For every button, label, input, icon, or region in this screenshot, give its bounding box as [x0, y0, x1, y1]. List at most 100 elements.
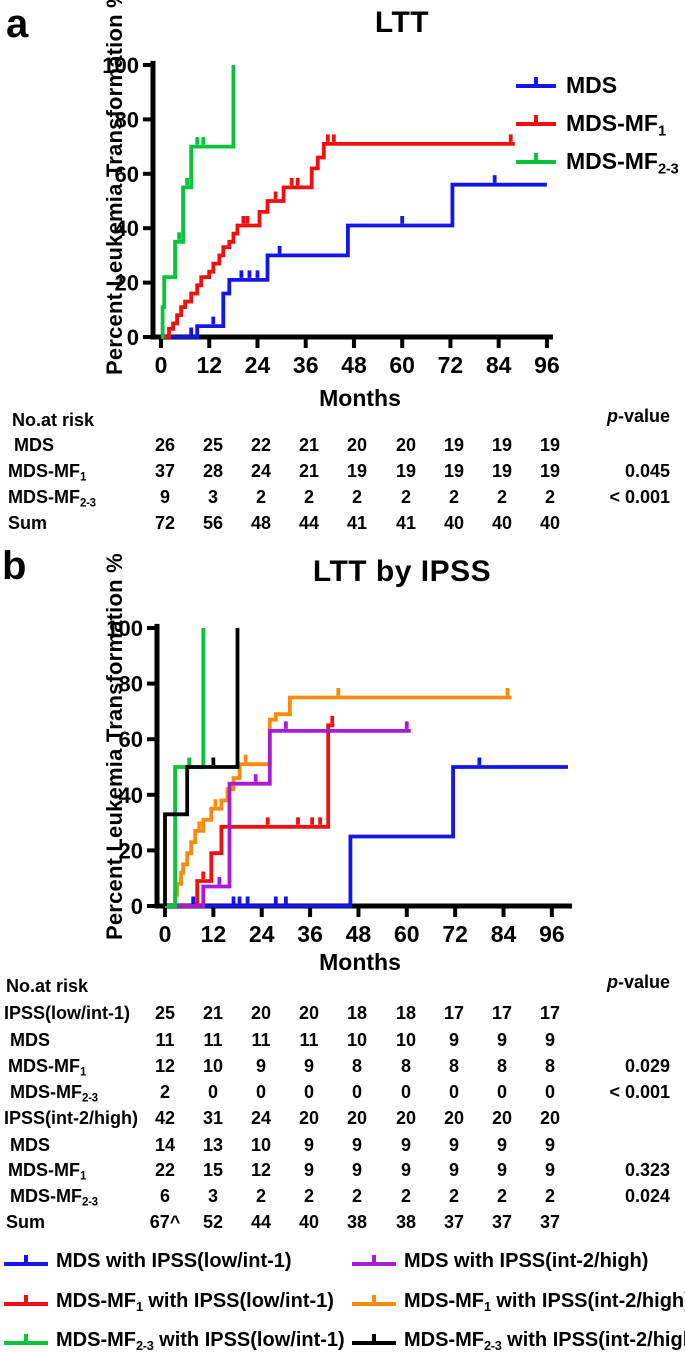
- row-label-post: with IPSS(int-2/high): [448, 1250, 649, 1272]
- risk-row-label: IPSS(low/int-1): [4, 1003, 130, 1024]
- risk-count: 8: [448, 1056, 460, 1076]
- risk-count: 37: [539, 1212, 561, 1232]
- risk-count: 2: [159, 1082, 171, 1102]
- risk-count: 9: [255, 1056, 267, 1076]
- p-italic: p: [606, 406, 618, 426]
- x-tick-label: 48: [341, 352, 367, 378]
- legend-line-blue: [516, 77, 556, 88]
- row-label-text: MDS: [14, 435, 54, 455]
- risk-table-row: MDS-MF2-3 2 0 0 0 0 0 0 0 0 < 0.001: [0, 1082, 685, 1104]
- risk-count: 0: [448, 1082, 460, 1102]
- row-label-text: MDS-MF: [8, 461, 80, 481]
- legend-censor-tick: [372, 1295, 376, 1303]
- risk-count: 9: [400, 1160, 412, 1180]
- risk-count: 21: [298, 461, 320, 481]
- row-label-text: Sum: [6, 1212, 46, 1232]
- series-purple: [165, 729, 411, 908]
- legend-censor-tick: [372, 1255, 376, 1263]
- risk-count: 37: [154, 461, 176, 481]
- risk-count: 38: [395, 1212, 417, 1232]
- p-value: 0.029: [624, 1056, 670, 1076]
- risk-row-label: MDS: [10, 1030, 50, 1051]
- p-value: 0.024: [624, 1186, 670, 1206]
- panel-a-p-value-header: p-value: [607, 406, 670, 427]
- panel-b-p-value-header: p-value: [607, 972, 670, 993]
- row-label-text: MDS: [56, 1250, 101, 1272]
- risk-count: 2: [448, 1186, 460, 1206]
- risk-count: 8: [400, 1056, 412, 1076]
- row-label-subscript: 1: [79, 1170, 87, 1183]
- legend-censor-tick: [534, 77, 538, 85]
- risk-count: 25: [202, 435, 224, 455]
- risk-table-row: MDS 26 25 22 21 20 20 19 19 19: [0, 435, 685, 457]
- row-label-text: MDS: [10, 1135, 50, 1155]
- risk-count: 41: [346, 513, 368, 533]
- p-value: < 0.001: [609, 1082, 670, 1102]
- risk-count: 2: [255, 1186, 267, 1206]
- panel-b-title: LTT by IPSS: [312, 555, 492, 588]
- risk-table-row: MDS-MF2-3 9 3 2 2 2 2 2 2 2 < 0.001: [0, 487, 685, 509]
- panel-b-letter: b: [2, 544, 27, 588]
- row-label-post: with IPSS(int-2/high): [490, 1290, 685, 1312]
- risk-row-label: MDS: [10, 1135, 50, 1156]
- risk-count: 67^: [149, 1212, 181, 1232]
- risk-count: 9: [303, 1056, 315, 1076]
- row-label-subscript: 2-3: [81, 1092, 98, 1105]
- risk-count: 0: [207, 1082, 219, 1102]
- x-tick-label: 60: [389, 352, 415, 378]
- risk-count: 8: [496, 1056, 508, 1076]
- risk-count: 0: [303, 1082, 315, 1102]
- row-label-text: IPSS(low/int-1): [4, 1003, 130, 1023]
- row-label-post: with IPSS(low/int-1): [142, 1290, 334, 1312]
- y-tick-label: 40: [115, 216, 139, 241]
- legend-label: MDS-MF2-3 with IPSS(low/int-1): [56, 1329, 345, 1353]
- risk-count: 9: [303, 1135, 315, 1155]
- row-label-text: MDS-MF: [566, 148, 658, 174]
- risk-count: 9: [400, 1135, 412, 1155]
- risk-count: 9: [544, 1160, 556, 1180]
- risk-count: 2: [351, 487, 363, 507]
- risk-count: 2: [544, 1186, 556, 1206]
- series-red: [161, 142, 515, 339]
- row-label-text: MDS-MF: [56, 1290, 136, 1312]
- risk-count: 44: [298, 513, 320, 533]
- risk-count: 37: [443, 1212, 465, 1232]
- risk-count: 24: [250, 461, 272, 481]
- x-tick-label: 72: [438, 352, 464, 378]
- risk-count: 20: [298, 1108, 320, 1128]
- x-tick-label: 72: [442, 921, 468, 947]
- row-label-text: MDS-MF: [8, 487, 80, 507]
- x-tick-label: 60: [394, 921, 420, 947]
- risk-count: 38: [346, 1212, 368, 1232]
- legend-label: MDS-MF1: [566, 110, 666, 139]
- risk-count: 28: [202, 461, 224, 481]
- panel-b-risk-table-header: No.at risk: [6, 976, 89, 996]
- risk-count: 40: [298, 1212, 320, 1232]
- risk-count: 37: [491, 1212, 513, 1232]
- y-tick-label: 80: [115, 107, 139, 132]
- risk-count: 44: [250, 1212, 272, 1232]
- risk-count: 19: [346, 461, 368, 481]
- row-label-text: MDS: [566, 72, 618, 98]
- risk-row-label: MDS: [14, 435, 54, 456]
- panel-a-letter: a: [6, 2, 29, 46]
- x-tick-label: 36: [297, 921, 323, 947]
- risk-count: 11: [251, 1030, 271, 1050]
- legend-line-black: [352, 1334, 396, 1345]
- legend-label: MDS with IPSS(int-2/high): [404, 1250, 648, 1273]
- legend-line-red: [516, 115, 556, 126]
- risk-count: 9: [448, 1030, 460, 1050]
- x-tick-label: 24: [245, 352, 271, 378]
- row-label-text: Sum: [8, 513, 48, 533]
- risk-count: 13: [202, 1135, 224, 1155]
- row-label-text: IPSS(int-2/high): [4, 1108, 138, 1128]
- row-label-post: with IPSS(int-2/high): [501, 1329, 685, 1351]
- risk-count: 9: [544, 1135, 556, 1155]
- series-green: [165, 628, 206, 908]
- y-tick-label: 0: [131, 894, 143, 919]
- risk-row-label: MDS-MF2-3: [10, 1082, 98, 1104]
- y-tick-label: 60: [119, 727, 143, 752]
- series-blue: [161, 182, 547, 339]
- risk-count: 19: [491, 435, 513, 455]
- risk-count: 0: [544, 1082, 556, 1102]
